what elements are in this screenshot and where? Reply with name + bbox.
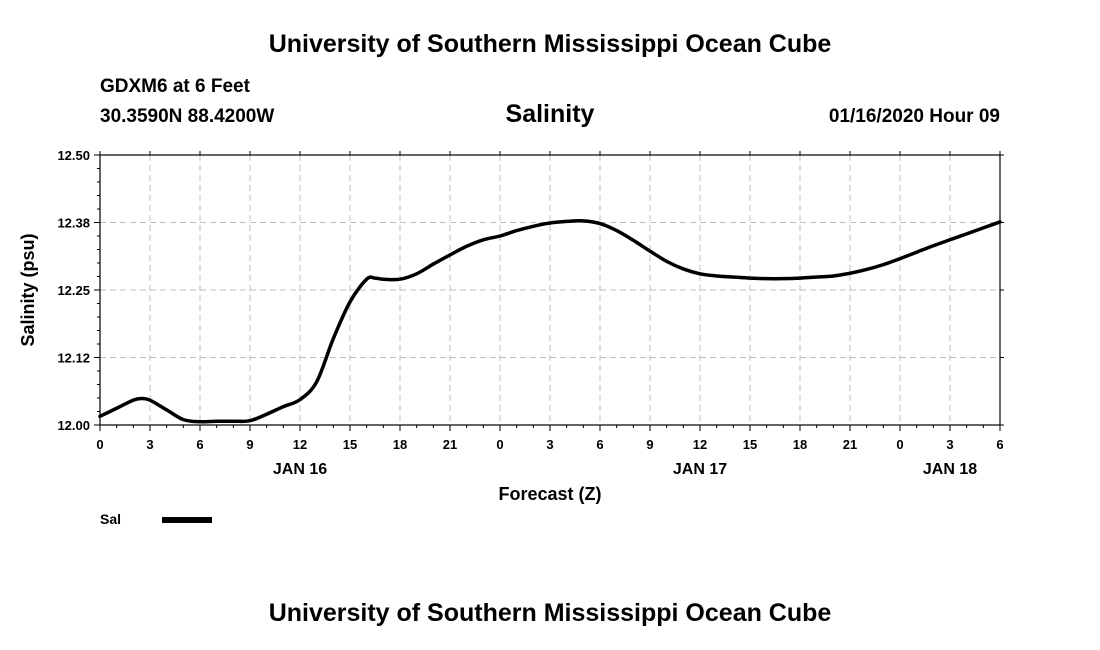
- x-tick-label: 0: [496, 437, 503, 452]
- x-tick-label: 21: [443, 437, 457, 452]
- x-tick-label: 3: [946, 437, 953, 452]
- x-tick-label: 18: [793, 437, 807, 452]
- chart-title: Salinity: [505, 100, 595, 128]
- y-tick-label: 12.00: [57, 418, 90, 433]
- forecast-timestamp: 01/16/2020 Hour 09: [828, 106, 1000, 127]
- x-tick-label: 6: [196, 437, 203, 452]
- legend-label: Sal: [100, 511, 121, 527]
- y-tick-label: 12.12: [57, 351, 90, 366]
- series-line-sal: [98, 219, 1002, 424]
- x-tick-label: 0: [96, 437, 103, 452]
- x-tick-label: 0: [896, 437, 903, 452]
- station-coordinates: 30.3590N 88.4200W: [100, 106, 275, 127]
- x-tick-label: 6: [596, 437, 603, 452]
- x-tick-label: 15: [743, 437, 757, 452]
- x-tick-label: 9: [646, 437, 653, 452]
- station-label: GDXM6 at 6 Feet: [100, 76, 250, 97]
- grid-lines: [100, 155, 1000, 425]
- y-tick-label: 12.25: [57, 283, 90, 298]
- x-axis-title: Forecast (Z): [498, 484, 601, 504]
- page-title: University of Southern Mississippi Ocean…: [268, 30, 832, 58]
- x-tick-label: 15: [343, 437, 357, 452]
- date-label: JAN 16: [273, 461, 327, 478]
- y-tick-label: 12.38: [57, 216, 90, 231]
- axis-labels: 0 3 6 9 12 15 18 21 0 3 6 9 12 15 18 21 0 3 6 12.00 12.12 12.…: [57, 148, 1003, 478]
- axis-ticks: [94, 151, 1004, 431]
- y-tick-label: 12.50: [57, 148, 90, 163]
- series-layer: [98, 219, 1002, 424]
- x-tick-label: 6: [996, 437, 1003, 452]
- date-label: JAN 18: [923, 461, 977, 478]
- x-tick-label: 3: [546, 437, 553, 452]
- x-tick-label: 3: [146, 437, 153, 452]
- x-tick-label: 9: [246, 437, 253, 452]
- y-axis-title: Salinity (psu): [18, 233, 38, 346]
- x-tick-label: 12: [693, 437, 707, 452]
- legend: Sal: [100, 511, 212, 527]
- footer-title: University of Southern Mississippi Ocean…: [268, 599, 832, 627]
- x-tick-label: 18: [393, 437, 407, 452]
- x-tick-label: 12: [293, 437, 307, 452]
- x-tick-label: 21: [843, 437, 857, 452]
- date-label: JAN 17: [673, 461, 727, 478]
